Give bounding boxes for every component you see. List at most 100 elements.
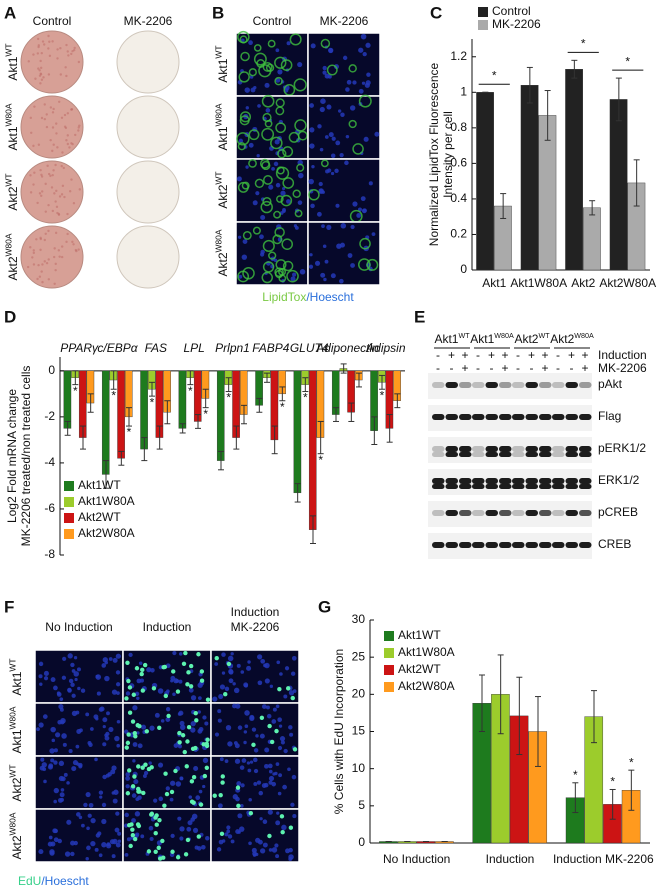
nucleus <box>53 748 58 753</box>
micrograph <box>307 221 381 286</box>
nucleus <box>363 136 369 142</box>
nucleus <box>101 663 107 668</box>
nucleus <box>148 761 152 765</box>
stain <box>275 259 287 271</box>
x-tick-label: FABP4 <box>252 341 289 355</box>
speckle <box>39 59 42 63</box>
stain <box>248 158 257 168</box>
band <box>552 542 565 548</box>
speckle <box>54 200 57 203</box>
speckle <box>64 66 67 69</box>
nucleus <box>358 88 364 94</box>
speckle <box>47 172 51 176</box>
nucleus <box>274 843 279 848</box>
nucleus <box>116 719 121 724</box>
band <box>525 484 538 489</box>
x-tick-label: c/EBPα <box>97 341 138 355</box>
band <box>579 484 592 489</box>
nucleus <box>70 662 75 668</box>
nucleus <box>237 725 243 730</box>
row-label: Akt1W80A <box>4 103 20 150</box>
significance-star: * <box>303 391 308 405</box>
stain <box>294 119 307 132</box>
band <box>459 446 472 452</box>
blot-label: pCREB <box>598 505 638 519</box>
y-tick-label: 0.4 <box>450 191 467 205</box>
nucleus <box>241 758 247 763</box>
speckle <box>52 255 56 259</box>
nucleus <box>281 186 286 191</box>
speckle <box>43 103 46 106</box>
nucleus <box>128 652 133 657</box>
treatment-sign: + <box>461 348 468 362</box>
x-tick-label: Prlpn1 <box>215 341 250 355</box>
speckle <box>48 40 51 43</box>
label-sup: WT <box>8 658 18 671</box>
nucleus <box>60 788 65 792</box>
stain <box>289 33 302 46</box>
band <box>472 446 485 452</box>
treatment-sign: + <box>581 361 588 375</box>
speckle <box>56 211 59 215</box>
nucleus <box>134 811 141 817</box>
nucleus <box>51 738 56 743</box>
stain <box>237 30 250 44</box>
nucleus <box>256 780 262 785</box>
band <box>512 542 525 548</box>
speckle <box>51 111 55 114</box>
y-tick-label: -4 <box>44 455 55 469</box>
significance-star: * <box>380 388 385 402</box>
speckle <box>36 37 40 41</box>
nucleus <box>298 172 304 179</box>
nucleus <box>236 663 241 668</box>
nucleus <box>63 772 68 777</box>
nucleus <box>257 104 261 108</box>
nucleus <box>117 831 122 836</box>
stain <box>262 112 272 123</box>
nucleus <box>98 853 103 858</box>
dish <box>116 95 180 159</box>
x-tick-label: FAS <box>145 341 167 355</box>
nucleus <box>179 836 184 841</box>
band <box>539 510 552 516</box>
nucleus <box>339 153 344 158</box>
x-tick-label: Induction MK-2206 <box>553 852 654 866</box>
speckle <box>40 116 44 120</box>
nucleus <box>330 171 335 176</box>
speckle <box>38 69 41 72</box>
nucleus <box>38 849 44 855</box>
dish <box>116 160 180 224</box>
speckle <box>29 116 33 120</box>
nucleus <box>111 689 118 695</box>
band <box>485 414 498 420</box>
bar <box>520 84 539 271</box>
nucleus <box>292 689 297 693</box>
band <box>539 382 552 388</box>
nucleus <box>95 717 99 721</box>
band <box>579 478 592 484</box>
nucleus <box>365 42 371 48</box>
nucleus <box>364 82 370 88</box>
speckle <box>78 188 81 191</box>
nucleus <box>360 33 367 40</box>
legend-label: Akt2W80A <box>78 526 135 540</box>
nucleus <box>76 762 80 766</box>
stain <box>308 188 320 201</box>
stain <box>183 852 189 857</box>
panel-letter: F <box>4 597 14 616</box>
nucleus <box>253 768 259 774</box>
nucleus <box>276 811 280 815</box>
nucleus <box>366 72 371 77</box>
band <box>539 484 552 489</box>
band <box>579 446 592 452</box>
nucleus <box>264 678 270 684</box>
x-tick-label: Adiponectin <box>315 341 379 355</box>
speckle <box>70 52 73 56</box>
nucleus <box>340 223 347 229</box>
nucleus <box>265 108 271 113</box>
nucleus <box>322 244 327 249</box>
stain <box>130 827 135 832</box>
label-base: Akt2 <box>216 184 230 208</box>
speckle <box>34 77 37 80</box>
nucleus <box>280 190 286 196</box>
